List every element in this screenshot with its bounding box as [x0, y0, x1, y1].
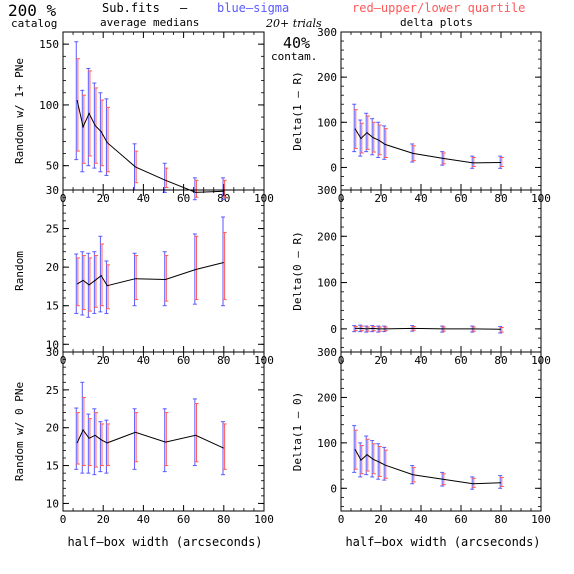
y-tick-label: 15: [46, 460, 59, 473]
y-tick-label: 25: [46, 223, 59, 236]
x-tick-label: 40: [137, 192, 150, 205]
y-tick-label: 200: [317, 230, 337, 243]
x-tick-label: 60: [454, 513, 467, 526]
y-tick-label: 0: [330, 323, 337, 336]
y-axis-label: Delta(1 – 0): [291, 392, 304, 471]
contamination-label: contam.: [271, 50, 317, 63]
x-tick-label: 80: [217, 192, 230, 205]
percent-label: 200 %: [8, 1, 57, 20]
x-tick-label: 80: [217, 354, 230, 367]
y-tick-label: 10: [46, 338, 59, 351]
trials-label: 20+ trials: [265, 17, 322, 30]
median-line: [76, 429, 225, 449]
y-tick-label: 20: [46, 422, 59, 435]
y-tick-label: 15: [46, 300, 59, 313]
y-tick-label: 150: [39, 38, 59, 51]
median-line: [354, 448, 502, 485]
x-tick-label: 100: [531, 513, 551, 526]
y-axis-label: Random: [13, 251, 26, 291]
x-tick-label: 60: [177, 192, 190, 205]
y-tick-label: 25: [46, 384, 59, 397]
plot-frame: [340, 351, 542, 512]
blue-legend: blue–sigma: [217, 1, 289, 15]
x-tick-label: 60: [177, 513, 190, 526]
x-tick-label: 40: [414, 513, 427, 526]
x-tick-label: 20: [97, 192, 110, 205]
x-tick-label: 0: [338, 513, 345, 526]
x-tick-label: 40: [414, 192, 427, 205]
median-line: [76, 99, 224, 193]
y-tick-label: 20: [46, 261, 59, 274]
averages-label: average medians: [100, 16, 199, 29]
y-tick-label: 300: [317, 346, 337, 359]
y-axis-label: Random w/ 0 PNe: [13, 382, 26, 481]
y-tick-label: 100: [39, 99, 59, 112]
file-label: Sub.fits: [102, 1, 160, 15]
y-axis-label: Delta(1 – R): [291, 71, 304, 150]
x-tick-label: 0: [60, 513, 67, 526]
x-axis-label-right: half–box width (arcseconds): [345, 535, 540, 549]
median-line: [354, 128, 502, 164]
y-axis-label: Delta(0 – R): [291, 231, 304, 310]
x-tick-label: 60: [177, 354, 190, 367]
plot-frame: [62, 189, 265, 353]
y-tick-label: 200: [317, 71, 337, 84]
panel-6: 0 20 40 60 80 100 0 100 200 300 Delta(1 – 0): [291, 346, 551, 526]
y-tick-label: 50: [46, 160, 59, 173]
y-tick-label: 100: [317, 277, 337, 290]
x-tick-label: 40: [414, 354, 427, 367]
x-tick-label: 80: [494, 192, 507, 205]
median-line: [355, 327, 502, 330]
x-tick-label: 100: [254, 513, 274, 526]
x-tick-label: 40: [137, 354, 150, 367]
x-tick-label: 20: [97, 513, 110, 526]
y-tick-label: 200: [317, 391, 337, 404]
y-axis-label: Random w/ 1+ PNe: [13, 58, 26, 164]
x-tick-label: 20: [97, 354, 110, 367]
y-tick-label: 10: [46, 497, 59, 510]
x-tick-label: 80: [494, 513, 507, 526]
plot-frame: [340, 31, 542, 191]
plot-frame: [340, 189, 542, 353]
x-tick-label: 60: [454, 354, 467, 367]
x-tick-label: 20: [374, 192, 387, 205]
y-tick-label: 30: [46, 346, 59, 359]
y-tick-label: 300: [317, 184, 337, 197]
x-tick-label: 60: [454, 192, 467, 205]
plot-frame: [62, 31, 265, 191]
x-axis-label-left: half–box width (arcseconds): [67, 535, 262, 549]
contamination-value: 40%: [283, 34, 310, 52]
y-tick-label: 0: [330, 482, 337, 495]
panel-5: 0 20 40 60 80 100 10 15 20 25 30 Random w/ 0 PNe: [13, 346, 274, 526]
y-tick-label: 100: [317, 116, 337, 129]
y-tick-label: 300: [317, 26, 337, 39]
red-legend: red–upper/lower quartile: [352, 1, 525, 15]
median-line: [76, 262, 224, 287]
dash-label: –: [180, 1, 188, 15]
x-tick-label: 20: [374, 513, 387, 526]
x-tick-label: 80: [217, 513, 230, 526]
plot-frame: [62, 351, 265, 512]
catalog-label: catalog: [11, 17, 57, 30]
x-tick-label: 40: [137, 513, 150, 526]
y-tick-label: 0: [330, 161, 337, 174]
x-tick-label: 80: [494, 354, 507, 367]
delta-plots-label: delta plots: [400, 16, 473, 29]
y-tick-label: 100: [317, 437, 337, 450]
y-tick-label: 30: [46, 184, 59, 197]
x-tick-label: 20: [374, 354, 387, 367]
